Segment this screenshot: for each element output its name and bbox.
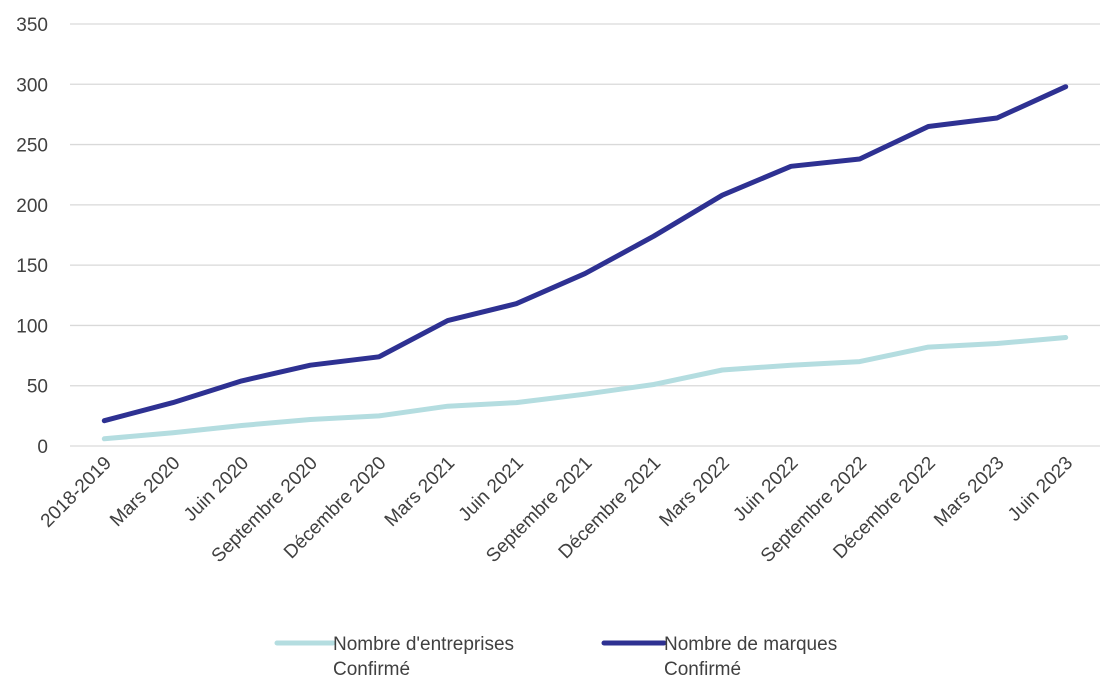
y-tick-label: 350 xyxy=(16,15,48,36)
y-tick-label: 0 xyxy=(37,437,48,458)
x-tick-label: Juin 2021 xyxy=(455,453,528,526)
x-tick-label: Mars 2022 xyxy=(656,453,734,531)
legend: Nombre d'entreprises Confirmé Nombre de ma… xyxy=(274,634,837,680)
legend-label-1: Confirmé xyxy=(333,659,410,680)
y-tick-label: 50 xyxy=(27,377,48,398)
y-tick-label: 200 xyxy=(16,196,48,217)
legend-label-1: Nombre d'entreprises xyxy=(333,634,514,655)
x-tick-label: Mars 2020 xyxy=(106,453,184,531)
y-tick-label: 250 xyxy=(16,136,48,157)
y-axis-ticks: 0 50 100 150 200 250 300 350 xyxy=(16,15,48,458)
series-lines xyxy=(101,84,1069,442)
x-tick-label: Juin 2020 xyxy=(180,453,253,526)
x-tick-label: Mars 2021 xyxy=(381,453,459,531)
y-tick-label: 100 xyxy=(16,316,48,337)
legend-label-2: Nombre de marques xyxy=(664,634,837,655)
series-line-2 xyxy=(101,84,1069,424)
x-tick-label: Juin 2022 xyxy=(729,453,802,526)
y-tick-label: 150 xyxy=(16,256,48,277)
gridlines xyxy=(70,23,1100,447)
series-line-1 xyxy=(101,335,1069,442)
x-tick-label: Juin 2023 xyxy=(1004,453,1077,526)
legend-label-2: Confirmé xyxy=(664,659,741,680)
x-tick-label: 2018-2019 xyxy=(37,453,116,532)
y-tick-label: 300 xyxy=(16,75,48,96)
x-tick-label: Mars 2023 xyxy=(930,453,1008,531)
